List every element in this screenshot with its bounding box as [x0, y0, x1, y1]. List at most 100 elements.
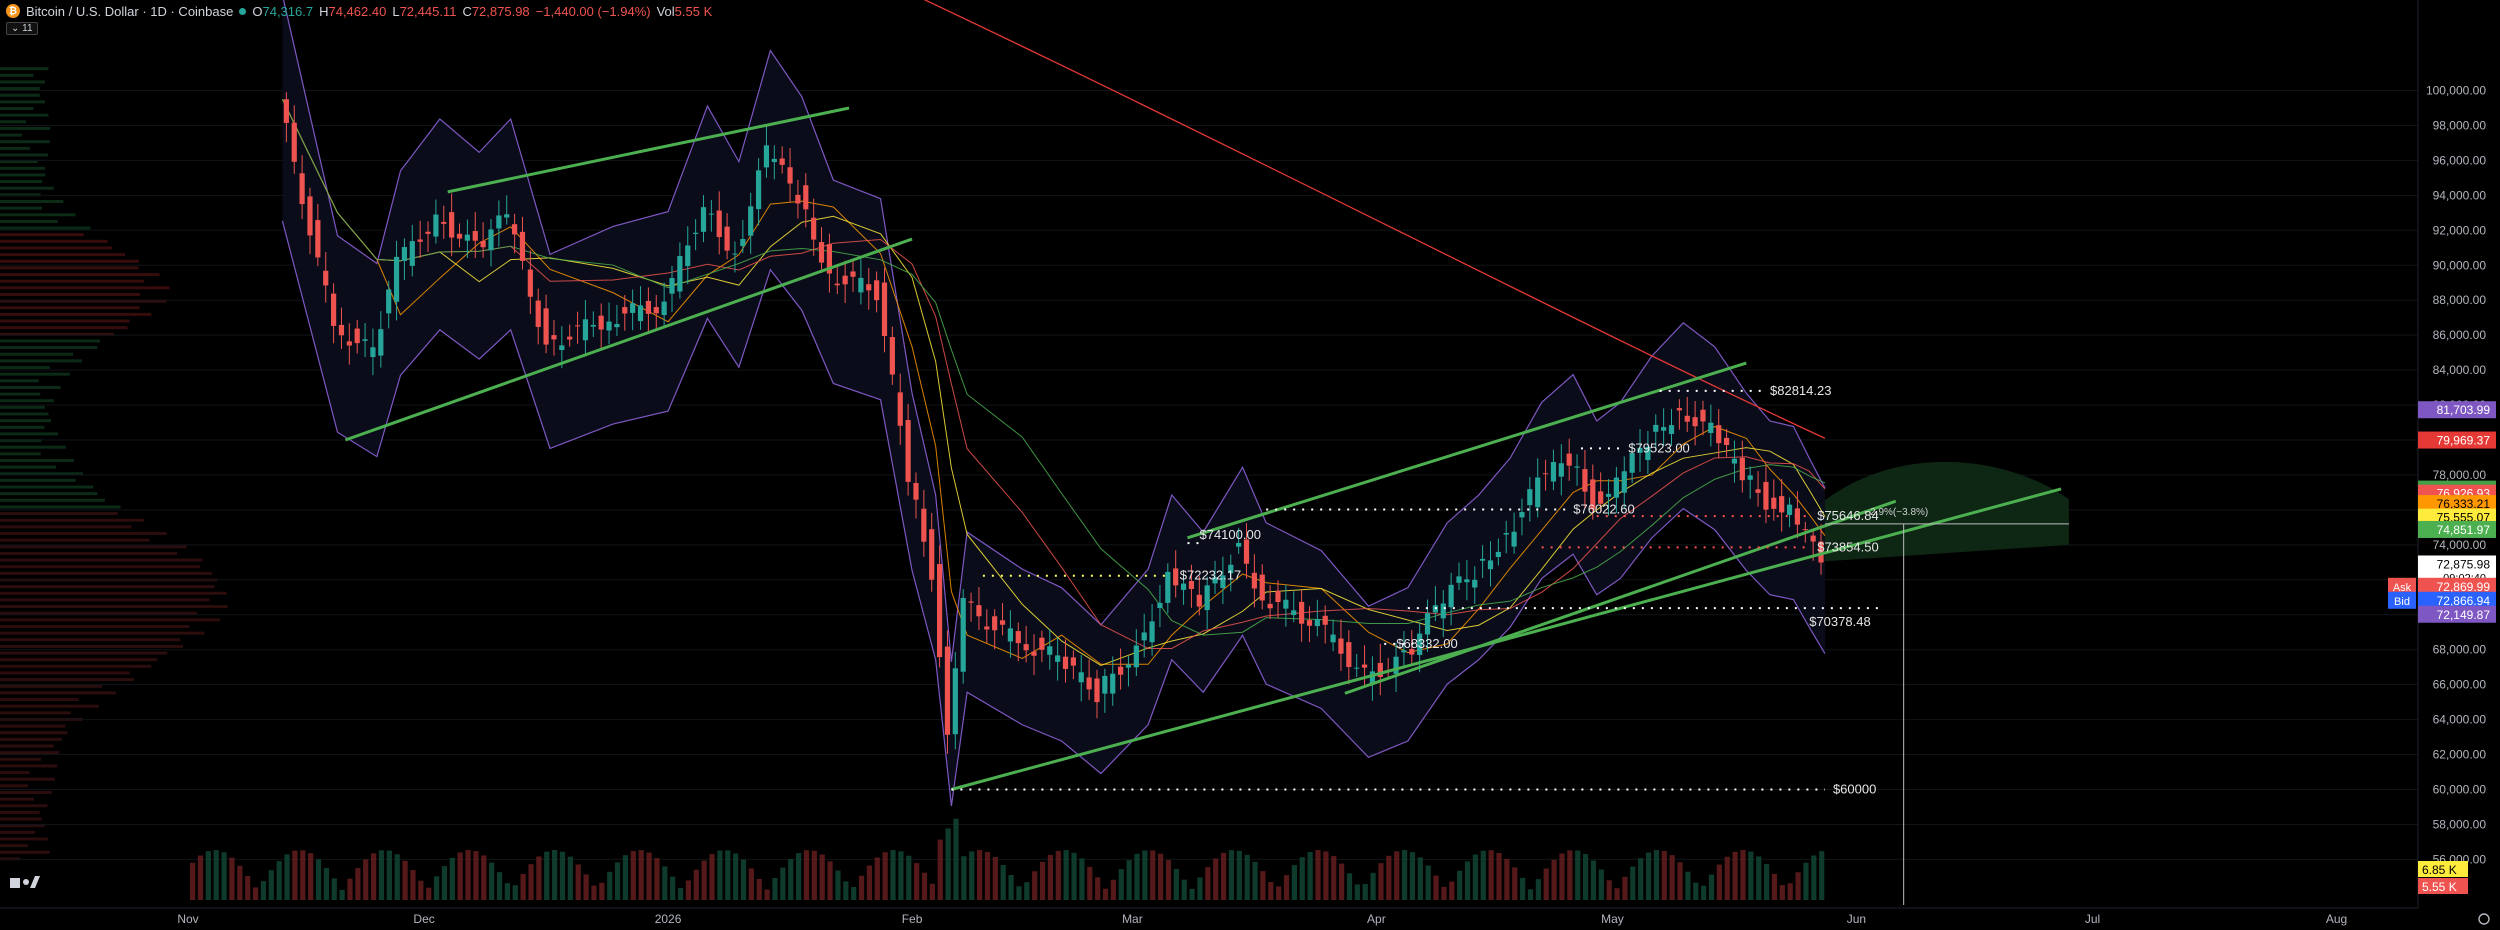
- candle-body: [1228, 564, 1234, 574]
- volume-bar: [1039, 861, 1046, 900]
- trendline-upper-channel-mar: [1187, 361, 1747, 540]
- candle-body: [1338, 638, 1344, 654]
- volume-bar: [418, 880, 424, 900]
- price-axis-tick: 86,000.00: [2433, 328, 2487, 342]
- volume-label: Vol: [656, 3, 675, 19]
- volume-bar: [1724, 856, 1730, 900]
- price-tag: Bid: [2394, 596, 2410, 608]
- volume-profile-bar: [0, 239, 108, 243]
- volume-bar: [465, 850, 471, 900]
- price-axis-tick: 94,000.00: [2433, 188, 2487, 202]
- symbol-header: ₿ Bitcoin / U.S. Dollar · 1D · Coinbase …: [6, 2, 712, 20]
- volume-bar: [1716, 864, 1722, 900]
- volume-bar: [1771, 873, 1778, 900]
- candle-body: [1314, 619, 1320, 627]
- volume-bar: [1315, 850, 1321, 900]
- level-label: $74100.00: [1199, 527, 1260, 542]
- volume-bar: [1645, 852, 1652, 900]
- volume-profile-bar: [0, 458, 74, 462]
- volume-bar: [843, 881, 849, 900]
- volume-profile-bar: [0, 605, 228, 609]
- time-axis-tick: Dec: [413, 912, 434, 926]
- volume-bar: [1669, 855, 1675, 900]
- symbol-title[interactable]: Bitcoin / U.S. Dollar · 1D · Coinbase: [26, 3, 234, 19]
- indicators-toggle[interactable]: ⌄ 11: [6, 22, 38, 35]
- volume-bar: [654, 858, 660, 900]
- volume-profile-bar: [0, 326, 128, 330]
- candle-body: [1810, 535, 1816, 542]
- candle-body: [1802, 529, 1808, 531]
- volume-profile-bar: [0, 273, 160, 277]
- volume-bar: [355, 868, 361, 900]
- open-value: 74,316.7: [262, 3, 314, 19]
- candle-body: [464, 234, 470, 241]
- candle-body: [1322, 615, 1328, 625]
- volume-profile-bar: [0, 412, 49, 416]
- time-axis-tick: May: [1601, 912, 1624, 926]
- volume-profile-bar: [0, 100, 45, 104]
- candle-body: [834, 283, 840, 286]
- candle-body: [1117, 666, 1124, 675]
- candle-body: [1566, 453, 1572, 466]
- time-axis-tick: Jul: [2085, 912, 2100, 926]
- volume-bar: [984, 851, 991, 900]
- candle-body: [1055, 655, 1061, 662]
- volume-bar: [1819, 851, 1825, 900]
- candle-body: [1440, 603, 1446, 619]
- volume-bar: [866, 865, 873, 900]
- volume-bar: [237, 865, 243, 900]
- candle-body: [1157, 602, 1163, 609]
- candle-body: [1354, 667, 1360, 669]
- candle-body: [1495, 551, 1501, 557]
- candle-body: [677, 255, 683, 292]
- volume-profile-bar: [0, 757, 42, 761]
- volume-bar: [1787, 883, 1793, 900]
- price-axis-tick: 88,000.00: [2433, 293, 2487, 307]
- candle-body: [1629, 453, 1635, 473]
- volume-profile-bar: [0, 532, 167, 536]
- candle-body: [1236, 542, 1242, 547]
- price-label-bg: [2418, 401, 2496, 419]
- volume-bar: [512, 885, 518, 900]
- volume-profile-bar: [0, 319, 130, 323]
- volume-profile-bar: [0, 199, 64, 203]
- volume-profile-bar: [0, 804, 48, 808]
- volume-bar: [772, 878, 778, 900]
- volume-profile-bar: [0, 173, 46, 177]
- candle-body: [378, 329, 384, 356]
- candle-body: [1424, 613, 1431, 635]
- volume-bar: [583, 874, 589, 900]
- volume-bar: [1449, 881, 1455, 900]
- volume-bar: [937, 839, 943, 900]
- level-label: $75646.84: [1817, 508, 1878, 523]
- candle-body: [409, 241, 415, 266]
- candle-body: [1086, 677, 1092, 690]
- volume-bar: [276, 861, 282, 900]
- candle-body: [1173, 568, 1179, 586]
- volume-profile-bar: [0, 611, 197, 615]
- volume-profile-bar: [0, 777, 55, 781]
- volume-bar: [559, 851, 566, 900]
- candle-body: [622, 307, 628, 314]
- candle-body: [787, 167, 793, 184]
- candle-body: [1007, 628, 1014, 642]
- ma200-line: [923, 0, 1826, 439]
- price-label-bg: [2418, 520, 2496, 538]
- volume-bar: [1071, 852, 1077, 900]
- candle-body: [1023, 644, 1029, 651]
- volume-bar: [1622, 876, 1628, 900]
- volume-bar: [315, 859, 322, 900]
- volume-bar: [1331, 856, 1337, 900]
- volume-bar: [1189, 888, 1195, 900]
- volume-bar: [874, 857, 880, 900]
- candle-body: [795, 194, 801, 204]
- price-label: 72,875.98: [2437, 557, 2491, 571]
- volume-bar: [1095, 877, 1101, 900]
- bollinger-band-fill: [282, 0, 1825, 807]
- volume-bar: [331, 878, 337, 900]
- level-label: $76022.60: [1573, 502, 1634, 517]
- candle-body: [1542, 473, 1549, 475]
- volume-profile-bar: [0, 764, 58, 768]
- candle-body: [1283, 599, 1289, 609]
